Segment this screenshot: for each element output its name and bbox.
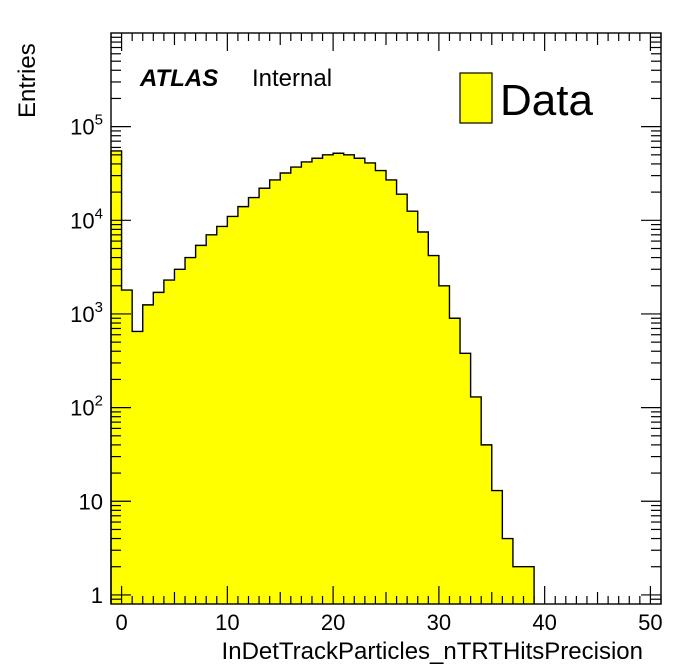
histogram-bar (491, 490, 503, 604)
histogram-bar (428, 255, 440, 604)
histogram-bar (163, 280, 175, 604)
histogram-bar (237, 206, 249, 604)
histogram-bar (523, 566, 535, 604)
histogram-bar (290, 167, 302, 604)
histogram-bar (311, 158, 323, 604)
histogram-bar (301, 161, 313, 604)
atlas-label: ATLAS (139, 65, 218, 92)
histogram-outline (110, 150, 535, 604)
x-tick-label: 40 (532, 610, 556, 635)
x-axis-tick-labels: 0 10 20 30 40 50 (115, 610, 662, 635)
y-axis-ticks (111, 36, 661, 600)
histogram-bar (396, 194, 408, 605)
internal-label: Internal (252, 65, 332, 92)
histogram-bar (269, 179, 281, 604)
y-tick-label: 1 (91, 583, 103, 608)
legend-entry-data: Data (500, 76, 593, 125)
histogram-bar (502, 538, 514, 604)
histogram-bar (322, 154, 334, 604)
histogram-bar (185, 257, 196, 604)
histogram-bar (343, 154, 355, 604)
histogram-bar (417, 232, 429, 604)
histogram-bar (174, 269, 186, 604)
histogram-bar (449, 318, 461, 604)
histogram-bar (206, 234, 218, 604)
histogram-bar (386, 179, 397, 604)
histogram-bar (132, 331, 144, 604)
histogram-bar (354, 158, 366, 604)
histogram-bar (216, 226, 228, 604)
histogram-bar (111, 150, 122, 604)
histogram-bar (438, 285, 450, 604)
histogram-bar (364, 162, 376, 604)
y-tick-label: 103 (70, 299, 103, 327)
y-tick-label: 104 (70, 205, 103, 233)
histogram-bar (280, 172, 292, 604)
y-axis-tick-labels: 1 10 102 103 104 105 (70, 112, 103, 608)
histogram-bar (375, 170, 387, 604)
histogram-bar (407, 211, 419, 604)
histogram-bars (111, 150, 535, 605)
histogram-bar (121, 290, 133, 604)
histogram-bar (470, 396, 482, 604)
histogram-bar (333, 153, 344, 605)
histogram-bar (142, 304, 154, 604)
histogram-bar (227, 216, 239, 605)
y-tick-label: 10 (79, 489, 103, 514)
x-axis-ticks (110, 33, 662, 604)
x-tick-label: 0 (115, 610, 127, 635)
histogram-bar (248, 197, 260, 604)
x-axis-title: InDetTrackParticles_nTRTHitsPrecision (222, 638, 643, 665)
histogram-bar (460, 353, 471, 604)
histogram-bar (512, 566, 524, 604)
histogram-bar (259, 188, 270, 604)
x-tick-label: 50 (638, 610, 662, 635)
legend-swatch (459, 72, 493, 124)
x-tick-label: 30 (427, 610, 451, 635)
y-tick-label: 105 (70, 112, 103, 140)
histogram-bar (195, 245, 207, 604)
histogram-bar (153, 292, 165, 604)
y-axis-title: Entries (14, 43, 41, 118)
x-tick-label: 10 (215, 610, 239, 635)
y-tick-label: 102 (70, 393, 103, 421)
histogram-bar (481, 444, 493, 604)
x-tick-label: 20 (321, 610, 345, 635)
